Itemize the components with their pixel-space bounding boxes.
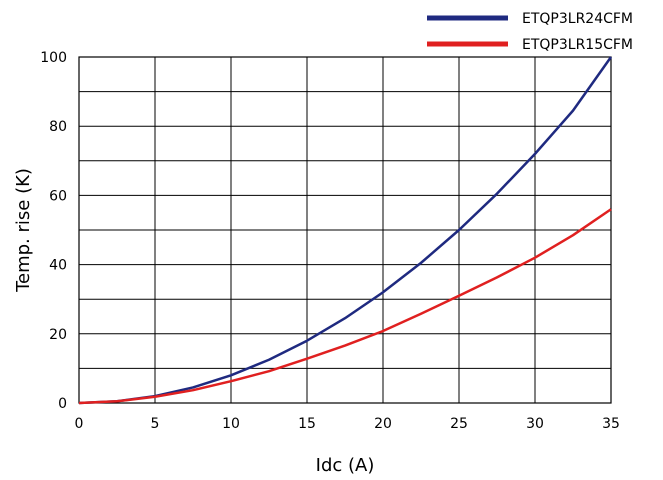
series-line-2 [78, 208, 612, 405]
y-tick-label: 0 [58, 396, 67, 412]
legend: ETQP3LR24CFM ETQP3LR15CFM [427, 11, 633, 53]
x-tick-label: 5 [151, 416, 160, 432]
series-lines [78, 56, 613, 405]
y-tick-label: 80 [49, 119, 67, 135]
x-axis-title: Idc (A) [316, 455, 375, 476]
y-tick-label: 40 [49, 258, 67, 274]
x-tick-label: 30 [526, 416, 544, 432]
series-line-1 [78, 56, 613, 405]
grid [78, 56, 612, 404]
legend-label-2: ETQP3LR15CFM [522, 37, 633, 53]
tick-labels: 0 5 10 15 20 25 30 35 0 20 40 60 80 100 [40, 50, 620, 432]
y-axis-title: Temp. rise (K) [13, 168, 34, 293]
x-tick-label: 20 [374, 416, 392, 432]
y-tick-label: 100 [40, 50, 67, 66]
y-tick-label: 60 [49, 188, 67, 204]
x-tick-label: 0 [75, 416, 84, 432]
x-tick-label: 15 [298, 416, 316, 432]
y-tick-label: 20 [49, 327, 67, 343]
plot-frame [78, 56, 612, 404]
x-tick-label: 25 [450, 416, 468, 432]
x-tick-label: 35 [602, 416, 620, 432]
legend-label-1: ETQP3LR24CFM [522, 11, 633, 27]
x-tick-label: 10 [222, 416, 240, 432]
